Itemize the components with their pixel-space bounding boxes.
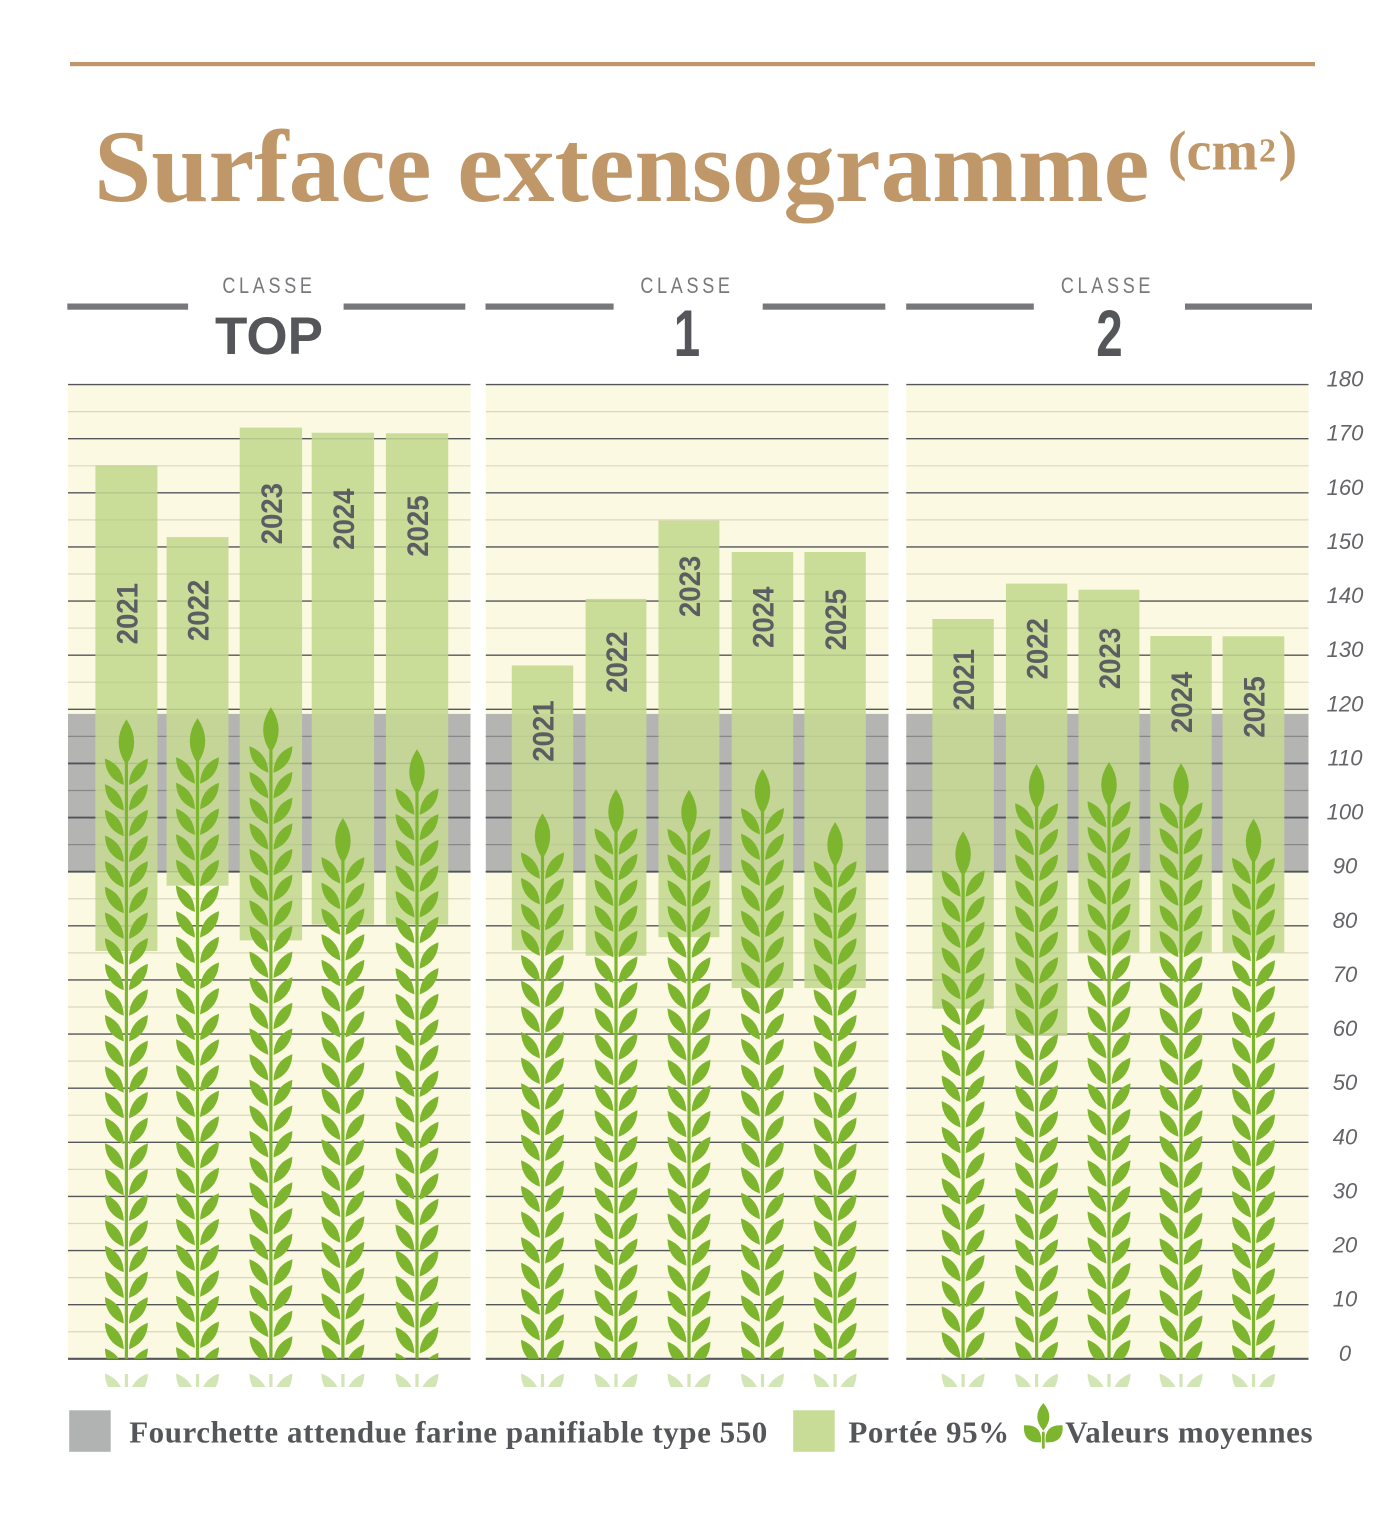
- svg-text:CLASSE: CLASSE: [1061, 274, 1154, 298]
- svg-text:80: 80: [1333, 908, 1358, 933]
- svg-text:20: 20: [1332, 1233, 1358, 1258]
- svg-text:TOP: TOP: [215, 307, 323, 366]
- svg-text:Fourchette attendue farine pan: Fourchette attendue farine panifiable ty…: [129, 1415, 768, 1450]
- svg-text:150: 150: [1327, 529, 1364, 554]
- svg-text:2024: 2024: [747, 587, 780, 648]
- svg-text:Valeurs moyennes: Valeurs moyennes: [1065, 1415, 1313, 1450]
- svg-text:CLASSE: CLASSE: [222, 274, 315, 298]
- svg-text:0: 0: [1339, 1341, 1352, 1366]
- svg-text:2: 2: [1096, 298, 1122, 371]
- svg-text:Surface extensogramme: Surface extensogramme: [94, 110, 1149, 224]
- svg-text:2021: 2021: [527, 700, 560, 761]
- svg-text:170: 170: [1327, 421, 1364, 446]
- svg-text:1: 1: [674, 298, 700, 371]
- svg-text:110: 110: [1327, 746, 1363, 771]
- svg-text:(cm: (cm: [1168, 121, 1258, 183]
- svg-text:70: 70: [1333, 962, 1358, 987]
- svg-text:): ): [1279, 121, 1298, 183]
- svg-text:2022: 2022: [182, 580, 215, 641]
- svg-text:2024: 2024: [1166, 672, 1199, 733]
- svg-text:40: 40: [1333, 1124, 1358, 1149]
- svg-text:90: 90: [1333, 854, 1358, 879]
- svg-text:30: 30: [1333, 1178, 1358, 1203]
- svg-text:2025: 2025: [820, 589, 853, 650]
- svg-text:130: 130: [1327, 637, 1364, 662]
- svg-text:2021: 2021: [111, 583, 144, 644]
- svg-text:2021: 2021: [948, 649, 981, 710]
- svg-text:CLASSE: CLASSE: [640, 274, 733, 298]
- svg-text:2025: 2025: [1238, 676, 1271, 737]
- svg-text:2023: 2023: [674, 556, 707, 617]
- svg-text:2: 2: [1259, 133, 1276, 170]
- svg-text:2024: 2024: [328, 489, 361, 550]
- svg-text:160: 160: [1327, 475, 1364, 500]
- svg-text:140: 140: [1327, 583, 1364, 608]
- svg-text:100: 100: [1327, 800, 1364, 825]
- svg-text:180: 180: [1327, 367, 1364, 392]
- svg-text:120: 120: [1327, 691, 1364, 716]
- svg-text:2022: 2022: [1021, 618, 1054, 679]
- svg-text:60: 60: [1333, 1016, 1358, 1041]
- svg-text:2022: 2022: [601, 631, 634, 692]
- svg-text:50: 50: [1333, 1070, 1358, 1095]
- svg-text:2025: 2025: [402, 495, 435, 556]
- svg-text:2023: 2023: [1094, 628, 1127, 689]
- svg-text:2023: 2023: [256, 483, 289, 544]
- svg-text:Portée 95%: Portée 95%: [848, 1415, 1009, 1450]
- svg-text:10: 10: [1333, 1287, 1358, 1312]
